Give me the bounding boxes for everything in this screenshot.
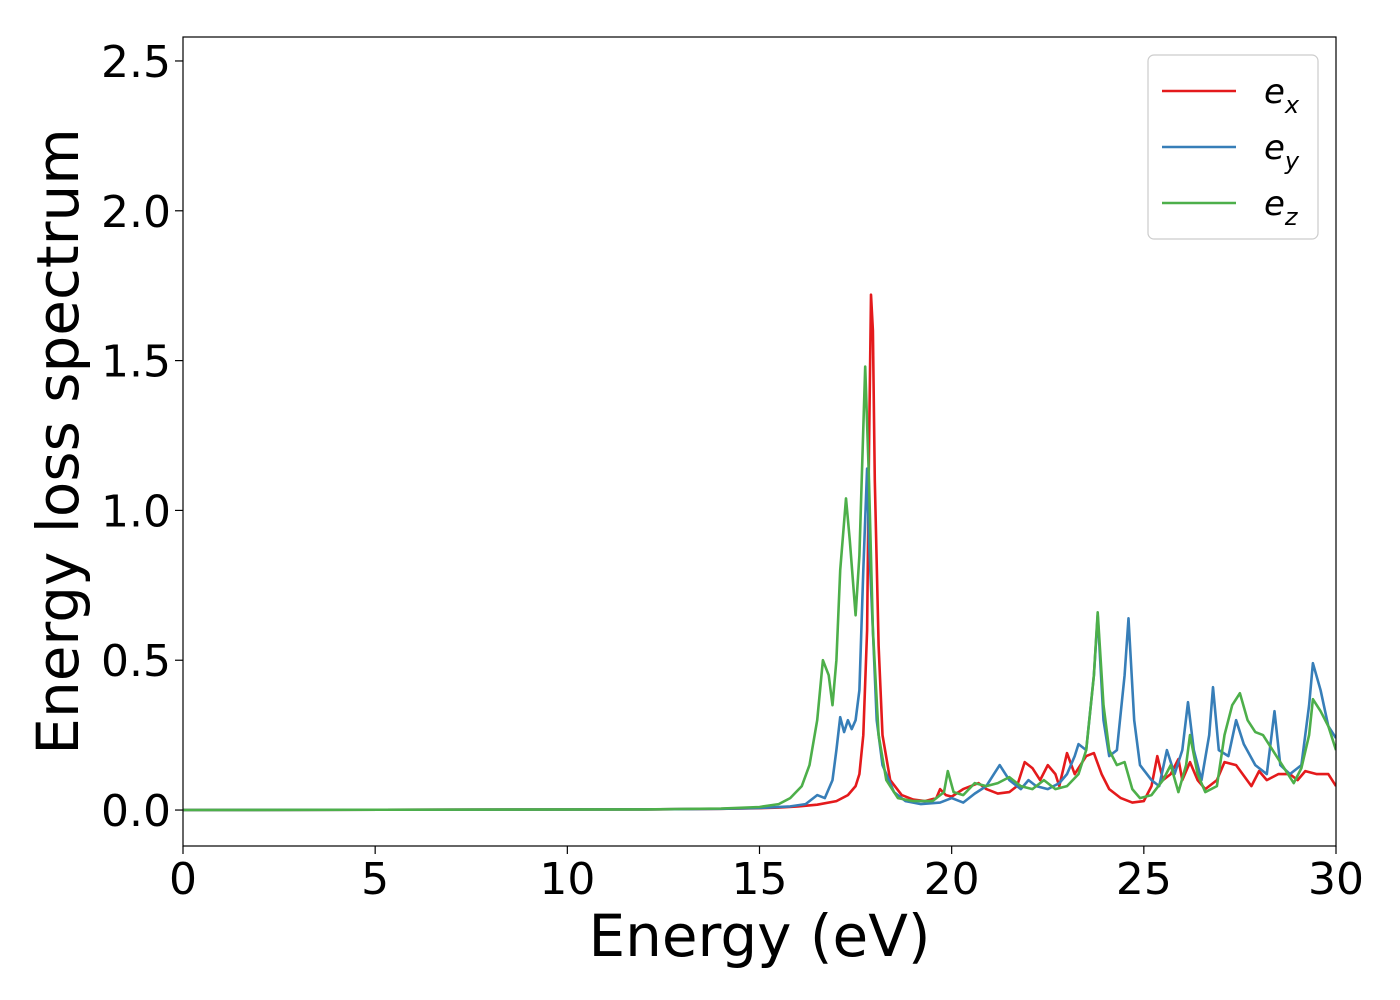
- legend-label-z: ez: [1264, 184, 1299, 231]
- series-layer: [183, 293, 1336, 812]
- legend-label-x: ex: [1264, 72, 1300, 119]
- series-line-y: [183, 467, 1336, 812]
- legend-label-y: ey: [1264, 128, 1300, 175]
- legend-label-subscript: y: [1284, 147, 1300, 175]
- legend-label-base: e: [1264, 128, 1285, 168]
- y-tick-label: 0.0: [101, 786, 171, 837]
- x-tick-label: 5: [361, 854, 389, 905]
- legend-label-subscript: z: [1284, 203, 1299, 231]
- y-tick-label: 1.5: [101, 337, 171, 388]
- legend-label-base: e: [1264, 72, 1285, 112]
- x-tick-label: 20: [924, 854, 980, 905]
- x-tick-label: 0: [169, 854, 197, 905]
- y-tick-label: 2.0: [101, 187, 171, 238]
- y-tick-label: 1.0: [101, 486, 171, 537]
- ticks-layer: 0 5 10 15 20 25 30 0.0 0.5 1.0 1.5 2.0 2.5: [101, 37, 1364, 905]
- legend-label-subscript: x: [1284, 91, 1300, 119]
- legend-label-base: e: [1264, 184, 1285, 224]
- y-tick-label: 0.5: [101, 636, 171, 687]
- y-tick-label: 2.5: [101, 37, 171, 88]
- x-tick-label: 15: [732, 854, 788, 905]
- x-axis-label: Energy (eV): [588, 902, 930, 970]
- x-tick-label: 10: [539, 854, 595, 905]
- y-axis-label: Energy loss spectrum: [24, 128, 92, 754]
- series-line-z: [183, 365, 1336, 812]
- series-line-x: [183, 293, 1336, 812]
- x-tick-label: 30: [1308, 854, 1364, 905]
- x-tick-label: 25: [1116, 854, 1172, 905]
